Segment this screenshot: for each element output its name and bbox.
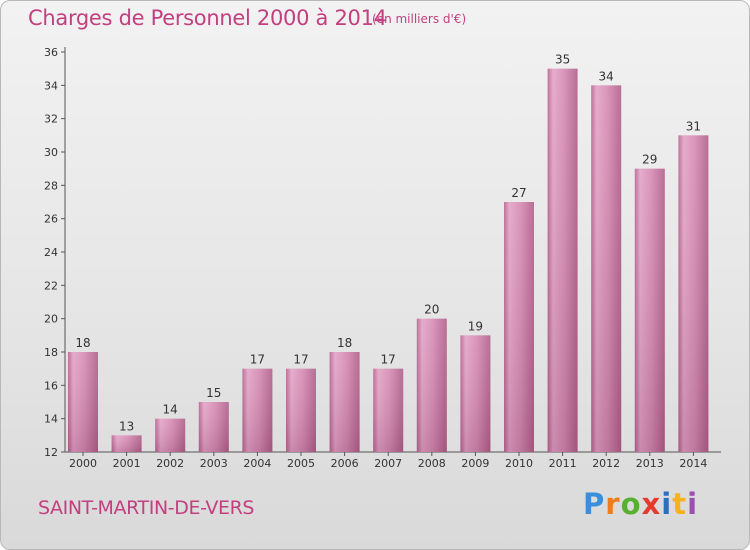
logo-letter: x <box>641 487 662 521</box>
y-tick-label: 14 <box>44 413 58 426</box>
logo-letter: i <box>661 487 673 521</box>
data-label: 17 <box>293 353 308 367</box>
x-tick-label: 2010 <box>505 457 533 470</box>
logo-letter: t <box>672 487 688 521</box>
data-label: 19 <box>468 319 483 333</box>
x-tick-label: 2014 <box>679 457 707 470</box>
x-tick-label: 2008 <box>418 457 446 470</box>
y-tick-label: 20 <box>44 313 58 326</box>
chart-title: Charges de Personnel 2000 à 2014 <box>28 6 387 30</box>
bar-shade <box>155 418 186 452</box>
bar-shade <box>460 335 491 452</box>
x-tick-label: 2011 <box>549 457 577 470</box>
bar-shade <box>547 68 578 453</box>
y-tick-label: 24 <box>44 246 58 259</box>
proxiti-logo: Proxiti <box>583 487 698 521</box>
data-label: 15 <box>206 386 221 400</box>
x-tick-label: 2009 <box>461 457 489 470</box>
y-tick-label: 16 <box>44 379 58 392</box>
bar-shade <box>678 135 709 453</box>
data-label: 17 <box>250 353 265 367</box>
data-label: 18 <box>75 336 90 350</box>
x-tick-label: 2012 <box>592 457 620 470</box>
data-label: 27 <box>511 186 526 200</box>
x-tick-label: 2004 <box>243 457 271 470</box>
data-label: 20 <box>424 303 439 317</box>
x-tick-label: 2013 <box>636 457 664 470</box>
bar-shade <box>634 168 665 452</box>
logo-letter: i <box>687 487 699 521</box>
bar-shade <box>286 368 316 452</box>
y-tick-label: 26 <box>44 213 58 226</box>
x-tick-label: 2001 <box>113 457 141 470</box>
logo-letter: P <box>583 487 606 521</box>
x-tick-label: 2006 <box>331 457 359 470</box>
y-tick-label: 34 <box>44 79 58 92</box>
x-tick-label: 2005 <box>287 457 315 470</box>
data-label: 35 <box>555 53 570 67</box>
commune-name: SAINT-MARTIN-DE-VERS <box>38 497 255 519</box>
y-tick-label: 32 <box>44 113 58 126</box>
y-tick-label: 22 <box>44 279 58 292</box>
data-label: 18 <box>337 336 352 350</box>
chart-subtitle: (en milliers d'€) <box>372 12 467 26</box>
x-tick-label: 2002 <box>156 457 184 470</box>
y-tick-label: 28 <box>44 179 58 192</box>
bar-shade <box>329 352 360 452</box>
bar-shade <box>504 202 534 452</box>
bar-shade <box>111 435 142 452</box>
bar-shade <box>373 368 404 452</box>
data-label: 34 <box>599 69 614 83</box>
x-tick-label: 2003 <box>200 457 228 470</box>
data-label: 13 <box>119 419 134 433</box>
data-label: 14 <box>163 403 178 417</box>
bar-shade <box>591 85 622 452</box>
data-label: 17 <box>381 353 396 367</box>
x-tick-label: 2000 <box>69 457 97 470</box>
logo-letter: o <box>620 487 642 521</box>
y-tick-label: 36 <box>44 46 58 59</box>
y-tick-label: 18 <box>44 346 58 359</box>
bar-shade <box>242 368 273 452</box>
bar-shade <box>416 318 447 452</box>
bar-shade <box>198 402 229 452</box>
data-label: 31 <box>686 119 701 133</box>
y-tick-label: 30 <box>44 146 58 159</box>
bar-shade <box>68 352 98 452</box>
x-tick-label: 2007 <box>374 457 402 470</box>
data-label: 29 <box>642 153 657 167</box>
y-tick-label: 12 <box>44 446 58 459</box>
logo-letter: r <box>605 487 621 521</box>
